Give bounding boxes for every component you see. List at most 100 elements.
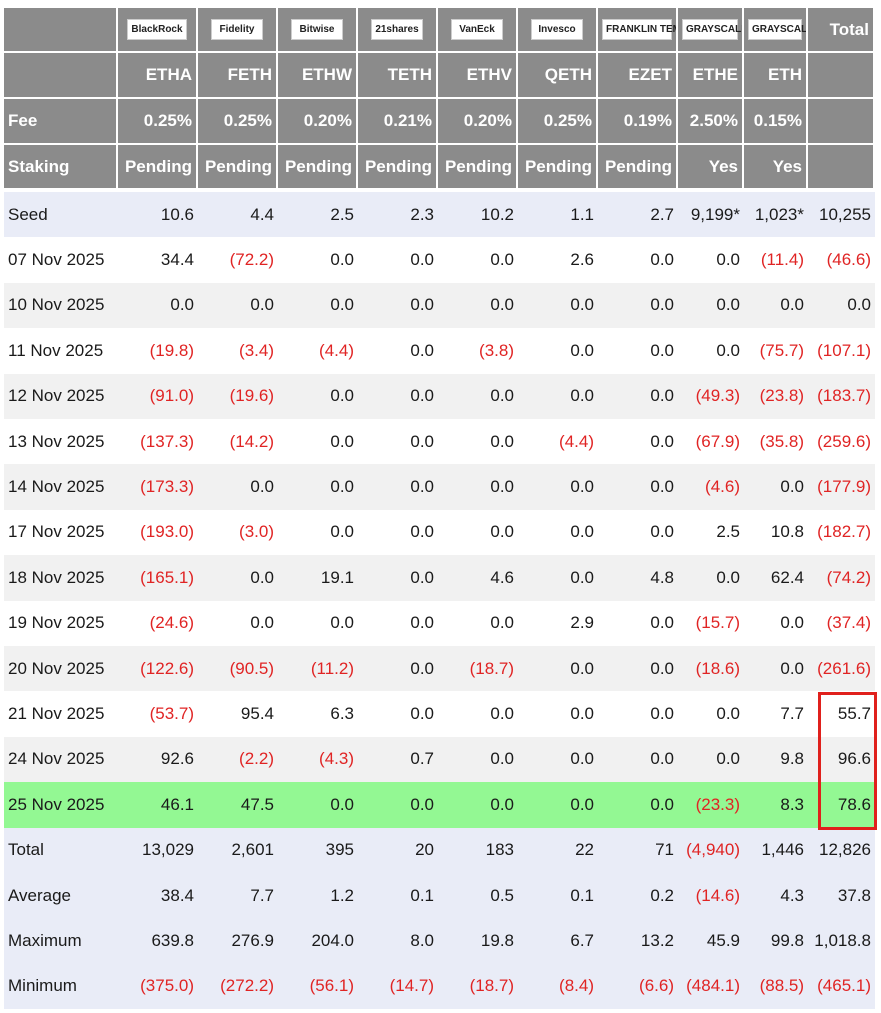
row-label: 19 Nov 2025 [4, 600, 118, 646]
cell-value: 22 [518, 827, 598, 873]
cell-value: 0.0 [198, 282, 278, 329]
row-label: 10 Nov 2025 [4, 282, 118, 329]
cell-value: 0.0 [518, 328, 598, 374]
cell-value: (3.0) [198, 509, 278, 556]
cell-value: (4.3) [278, 736, 358, 783]
cell-value: (11.4) [744, 237, 808, 283]
cell-value: 0.1 [358, 873, 438, 919]
cell-value: 62.4 [744, 555, 808, 601]
cell-value: (272.2) [198, 963, 278, 1010]
cell-value: 0.0 [744, 282, 808, 329]
logo: VanEck [451, 19, 503, 40]
staking-value: Yes [678, 145, 744, 190]
cell-value: (177.9) [808, 464, 875, 510]
row-label: 07 Nov 2025 [4, 237, 118, 283]
cell-value: (14.6) [678, 873, 744, 919]
cell-value: 0.0 [278, 237, 358, 283]
cell-value: 0.5 [438, 873, 518, 919]
cell-value: 0.0 [598, 237, 678, 283]
cell-value: 0.0 [278, 464, 358, 510]
row-label: 24 Nov 2025 [4, 736, 118, 783]
cell-value: 0.0 [518, 373, 598, 419]
row-label: Maximum [4, 918, 118, 964]
cell-value: (261.6) [808, 646, 875, 692]
logo: GRAYSCALE [748, 19, 806, 40]
cell-value: 4.8 [598, 555, 678, 601]
row-label: Minimum [4, 963, 118, 1010]
cell-value: (14.2) [198, 419, 278, 465]
cell-value: (74.2) [808, 555, 875, 601]
cell-value: (2.2) [198, 736, 278, 783]
ticker: FETH [198, 53, 278, 99]
cell-value: 0.0 [518, 509, 598, 556]
cell-value: 10.8 [744, 509, 808, 556]
cell-value: (107.1) [808, 328, 875, 374]
cell-value: 0.0 [358, 555, 438, 601]
cell-value: 1,018.8 [808, 918, 875, 964]
cell-value: (183.7) [808, 373, 875, 419]
row-label: 21 Nov 2025 [4, 691, 118, 737]
highlight-box [818, 692, 877, 830]
cell-value: (193.0) [118, 509, 198, 556]
cell-value: 8.0 [358, 918, 438, 964]
cell-value: 0.0 [358, 237, 438, 283]
cell-value: (4,940) [678, 827, 744, 873]
fee-value: 2.50% [678, 99, 744, 145]
row-label: 12 Nov 2025 [4, 373, 118, 419]
cell-value: 1.1 [518, 192, 598, 238]
cell-value: (19.8) [118, 328, 198, 374]
cell-value: 0.0 [358, 509, 438, 556]
cell-value: (18.7) [438, 646, 518, 692]
fee-value: 0.20% [278, 99, 358, 145]
cell-value: (72.2) [198, 237, 278, 283]
cell-value: 0.0 [278, 600, 358, 646]
staking-value: Pending [278, 145, 358, 190]
staking-value: Pending [438, 145, 518, 190]
cell-value: (173.3) [118, 464, 198, 510]
cell-value: 95.4 [198, 691, 278, 737]
logo: GRAYSCALE [682, 19, 742, 40]
logo: Fidelity [211, 19, 263, 40]
cell-value: 0.0 [278, 373, 358, 419]
logo: 21shares [371, 19, 423, 40]
cell-value: 0.0 [278, 419, 358, 465]
cell-value: 0.2 [598, 873, 678, 919]
cell-value: 0.0 [198, 600, 278, 646]
cell-value: 0.0 [518, 782, 598, 828]
cell-value: 1,023* [744, 192, 808, 238]
header-cell [808, 99, 875, 145]
cell-value: 0.7 [358, 736, 438, 783]
cell-value: 0.0 [358, 464, 438, 510]
ticker: ETHA [118, 53, 198, 99]
cell-value: 0.0 [438, 691, 518, 737]
fee-value: 0.25% [198, 99, 278, 145]
ticker: ETHV [438, 53, 518, 99]
cell-value: 0.0 [598, 373, 678, 419]
cell-value: 0.0 [438, 736, 518, 783]
cell-value: 10,255 [808, 192, 875, 238]
fee-value: 0.19% [598, 99, 678, 145]
cell-value: 4.4 [198, 192, 278, 238]
cell-value: 0.0 [358, 373, 438, 419]
cell-value: (24.6) [118, 600, 198, 646]
cell-value: 2.9 [518, 600, 598, 646]
cell-value: 0.0 [518, 555, 598, 601]
cell-value: 0.0 [278, 282, 358, 329]
fee-value: 0.21% [358, 99, 438, 145]
header-cell [808, 145, 875, 190]
cell-value: (19.6) [198, 373, 278, 419]
cell-value: 0.0 [358, 419, 438, 465]
cell-value: 92.6 [118, 736, 198, 783]
cell-value: 0.0 [358, 782, 438, 828]
staking-value: Pending [118, 145, 198, 190]
cell-value: 7.7 [744, 691, 808, 737]
cell-value: 0.0 [358, 691, 438, 737]
logo-cell: Invesco [518, 8, 598, 53]
cell-value: (23.8) [744, 373, 808, 419]
cell-value: (465.1) [808, 963, 875, 1010]
cell-value: 0.0 [438, 373, 518, 419]
cell-value: 2.5 [278, 192, 358, 238]
cell-value: (4.4) [278, 328, 358, 374]
cell-value: 0.0 [744, 600, 808, 646]
logo-cell: GRAYSCALE [744, 8, 808, 53]
